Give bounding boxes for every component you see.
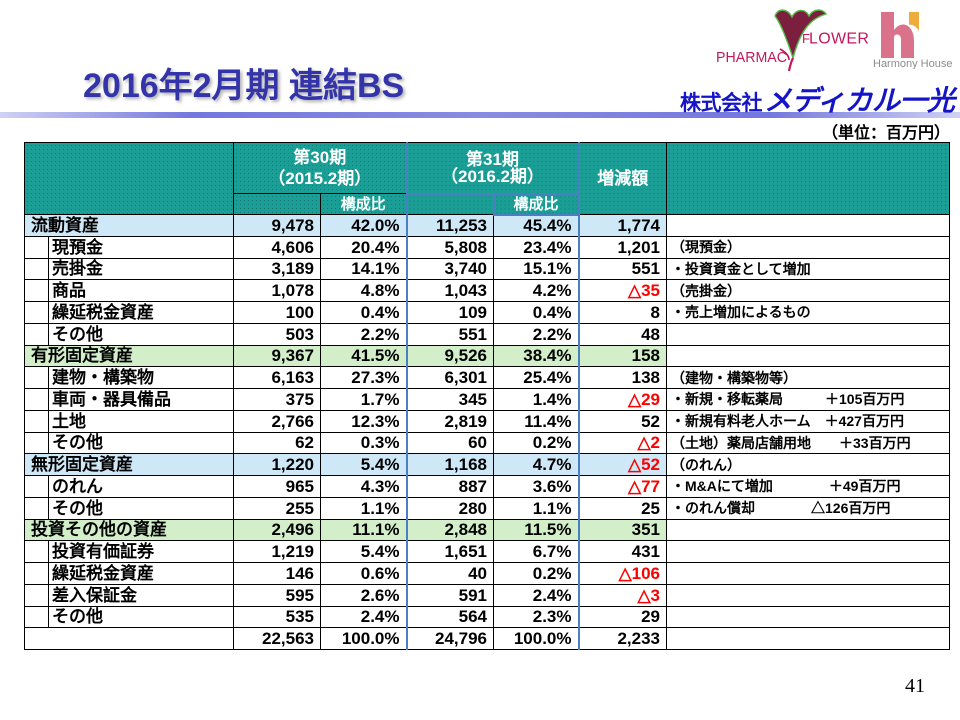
svg-text:Harmony House: Harmony House bbox=[873, 58, 952, 69]
svg-text:LOWER: LOWER bbox=[809, 31, 869, 48]
svg-text:PHARMAC: PHARMAC bbox=[716, 49, 787, 66]
